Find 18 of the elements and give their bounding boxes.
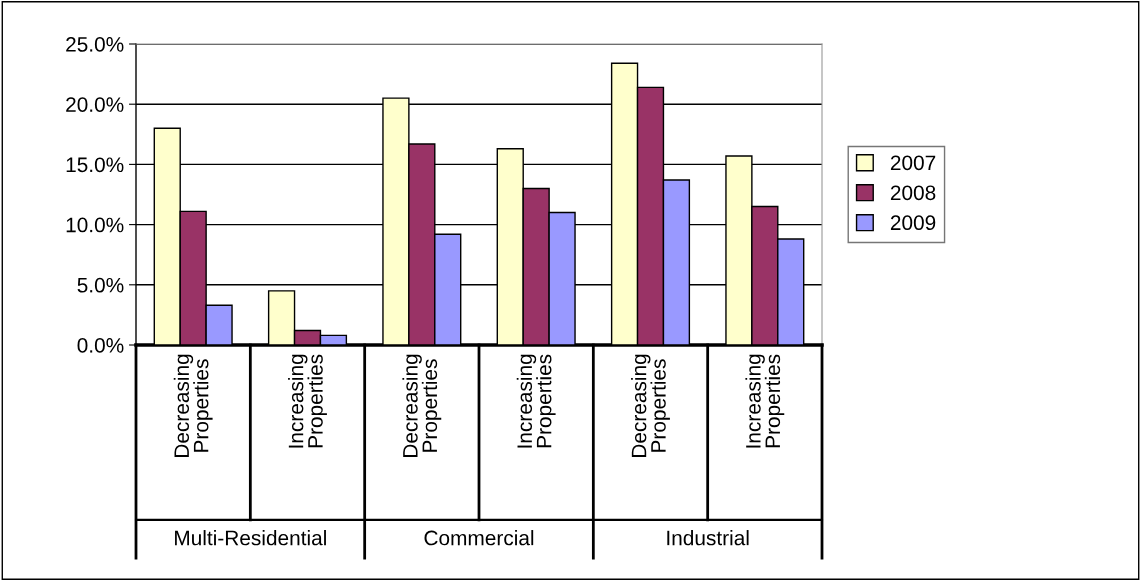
text: Multi-Residential: [175, 530, 326, 546]
text: Commercial: [424, 530, 534, 546]
x-tick-label: Increasing Properties: [516, 354, 556, 448]
x-tick-label: Increasing Properties: [745, 354, 785, 448]
y-tick-label: 20.0%: [66, 97, 124, 112]
y-tick-label: 15.0%: [66, 157, 124, 173]
y-tick-label: 10.0%: [66, 217, 124, 233]
legend-label: 2008: [890, 185, 936, 201]
legend-label: 2009: [890, 215, 936, 231]
y-tick-label: 0.0%: [77, 338, 124, 353]
legend-label: 2007: [890, 155, 936, 171]
text: Industrial: [667, 530, 749, 546]
x-tick-label: Decreasing Properties: [173, 354, 213, 457]
y-tick-label: 25.0%: [66, 37, 124, 52]
x-tick-label: Decreasing Properties: [631, 354, 670, 457]
x-tick-label: Increasing Properties: [288, 354, 327, 448]
x-tick-label: Decreasing Properties: [402, 354, 442, 457]
y-tick-label: 5.0%: [77, 277, 124, 293]
